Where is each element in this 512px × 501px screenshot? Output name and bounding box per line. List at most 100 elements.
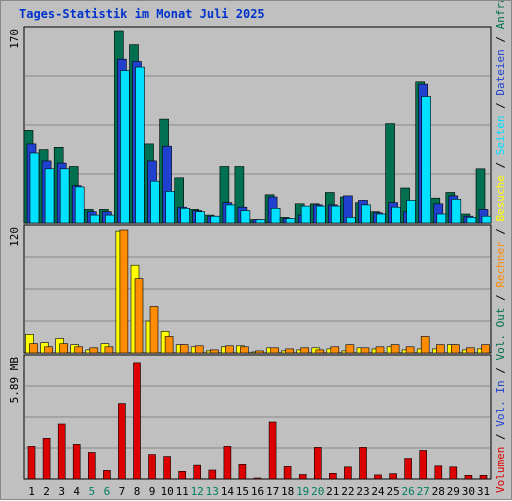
bar-seiten-day-24 [376, 213, 386, 224]
bar-volumen-day-24 [374, 474, 382, 480]
bar-rechner-day-20 [315, 349, 325, 354]
bar-seiten-day-4 [74, 186, 85, 224]
bar-seiten-day-20 [315, 205, 326, 224]
bar-rechner-day-31 [481, 344, 490, 354]
bar-volumen-day-3 [57, 423, 66, 480]
legend-item: Vol. In [494, 380, 507, 426]
x-tick-label: 7 [119, 485, 126, 498]
bar-seiten-day-8 [135, 66, 145, 224]
bar-rechner-day-17 [270, 347, 279, 354]
bar-volumen-day-25 [389, 473, 397, 480]
bar-volumen-day-23 [359, 447, 367, 480]
legend-separator: / [494, 288, 507, 308]
bar-seiten-day-1 [29, 152, 40, 224]
x-tick-label: 26 [401, 485, 414, 498]
x-tick-label: 27 [417, 485, 430, 498]
bar-seiten-day-10 [165, 191, 175, 224]
bar-seiten-day-3 [59, 168, 70, 224]
x-tick-label: 22 [341, 485, 354, 498]
x-tick-label: 13 [206, 485, 219, 498]
x-tick-label: 19 [296, 485, 309, 498]
bar-rechner-day-25 [390, 344, 400, 354]
bar-volumen-day-19 [298, 474, 307, 480]
x-tick-label: 6 [104, 485, 111, 498]
bar-seiten-day-14 [225, 204, 236, 224]
bar-rechner-day-10 [164, 336, 174, 354]
bar-volumen-day-10 [163, 456, 171, 480]
bar-rechner-day-7 [119, 229, 129, 354]
chart-title: Tages-Statistik im Monat Juli 2025 [19, 7, 265, 21]
bar-rechner-day-28 [435, 344, 445, 354]
bar-rechner-day-19 [300, 347, 310, 354]
bar-rechner-day-18 [285, 348, 294, 354]
x-tick-label: 18 [281, 485, 294, 498]
bar-rechner-day-11 [179, 344, 189, 354]
x-tick-label: 4 [73, 485, 80, 498]
bar-seiten-day-12 [195, 211, 205, 224]
bar-volumen-day-4 [72, 444, 81, 480]
bar-volumen-day-5 [88, 452, 96, 480]
x-tick-label: 20 [311, 485, 324, 498]
x-tick-label: 1 [28, 485, 35, 498]
x-tick-label: 21 [326, 485, 339, 498]
y-max-label-requests: 170 [8, 29, 21, 49]
bar-rechner-day-16 [255, 350, 264, 354]
legend-item: Volumen [494, 447, 507, 493]
x-tick-label: 29 [447, 485, 460, 498]
bar-volumen-day-26 [404, 458, 412, 480]
x-tick-label: 3 [58, 485, 65, 498]
legend-item: Vol. Out [494, 308, 507, 361]
bar-volumen-day-21 [328, 472, 337, 480]
bar-rechner-day-14 [225, 345, 234, 354]
x-tick-label: 5 [88, 485, 95, 498]
x-tick-label: 2 [43, 485, 50, 498]
bar-rechner-day-15 [240, 346, 249, 354]
bar-volumen-day-13 [208, 469, 217, 480]
bar-seiten-day-28 [436, 213, 447, 224]
bar-seiten-day-21 [330, 205, 341, 224]
bar-volumen-day-6 [103, 470, 111, 480]
bar-volumen-day-17 [268, 421, 277, 480]
bar-rechner-day-24 [375, 346, 385, 354]
bar-volumen-day-28 [434, 465, 443, 480]
x-tick-label: 14 [221, 485, 235, 498]
bar-seiten-day-31 [481, 215, 492, 224]
bar-seiten-day-7 [120, 70, 130, 224]
x-tick-label: 8 [134, 485, 141, 498]
bar-rechner-day-8 [134, 278, 144, 354]
bar-seiten-day-5 [90, 214, 100, 224]
bar-volumen-day-11 [178, 470, 186, 480]
bar-volumen-day-1 [27, 446, 36, 480]
bar-volumen-day-9 [148, 454, 156, 480]
bar-rechner-day-27 [420, 336, 430, 354]
legend-item: Dateien [494, 49, 507, 95]
bar-volumen-day-20 [313, 447, 322, 480]
bar-seiten-day-26 [406, 200, 416, 224]
y-max-label-volume: 5.89 MB [8, 357, 21, 404]
bar-rechner-day-30 [466, 347, 475, 354]
bar-rechner-day-13 [210, 349, 219, 354]
bar-volumen-day-15 [238, 463, 247, 480]
bar-volumen-day-27 [419, 450, 428, 480]
bar-seiten-day-6 [105, 214, 115, 224]
bar-seiten-day-9 [150, 180, 160, 224]
legend-separator: / [494, 361, 507, 381]
x-tick-label: 23 [356, 485, 369, 498]
bar-seiten-day-17 [270, 208, 281, 224]
bar-rechner-day-21 [330, 346, 340, 354]
bar-seiten-day-2 [44, 168, 55, 224]
bar-seiten-day-13 [210, 215, 221, 224]
bar-volumen-day-16 [253, 477, 262, 480]
x-tick-label: 11 [176, 485, 189, 498]
x-tick-label: 10 [160, 485, 173, 498]
x-tick-label: 12 [191, 485, 204, 498]
legend-item: Anfragen [494, 1, 507, 29]
bar-rechner-day-22 [345, 344, 355, 354]
legend-separator: / [494, 427, 507, 447]
bar-volumen-day-14 [223, 446, 232, 480]
bar-seiten-day-22 [346, 217, 356, 224]
bar-rechner-day-9 [149, 306, 159, 354]
bar-seiten-day-27 [421, 96, 432, 224]
x-tick-label: 15 [236, 485, 249, 498]
